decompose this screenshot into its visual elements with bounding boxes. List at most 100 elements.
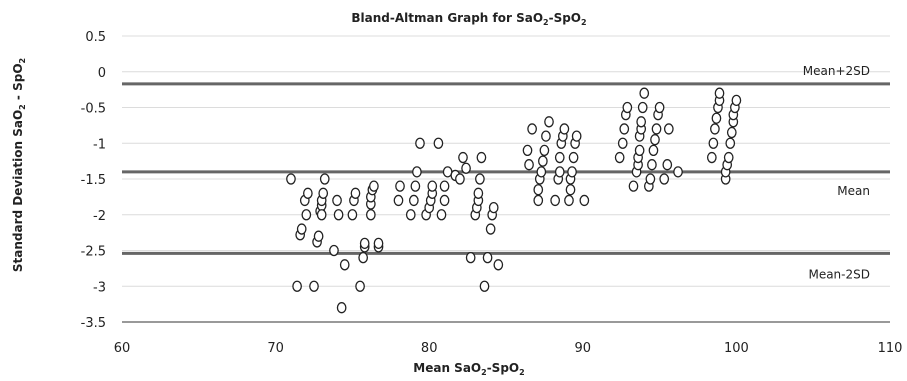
- x-tick-label: 80: [421, 341, 438, 356]
- data-point: [654, 101, 665, 114]
- data-point: [309, 280, 319, 292]
- data-point: [369, 180, 379, 192]
- data-point: [706, 151, 717, 164]
- data-point: [522, 144, 533, 157]
- y-axis-ticks: 0.5 0 -0.5 -1 -1.5 -2 -2.5 -3 -3.5: [81, 30, 106, 331]
- data-point: [711, 112, 722, 124]
- data-point: [439, 180, 450, 192]
- data-point: [544, 116, 554, 128]
- data-point: [637, 101, 648, 114]
- data-point: [645, 173, 656, 185]
- data-point: [339, 259, 350, 271]
- data-point: [559, 123, 570, 135]
- data-point: [485, 223, 496, 235]
- data-point: [332, 194, 342, 207]
- data-point: [408, 194, 419, 207]
- x-tick-label: 110: [878, 341, 903, 356]
- data-point: [579, 194, 590, 207]
- data-point: [479, 280, 490, 292]
- data-point: [541, 130, 551, 142]
- x-axis-ticks: 60 70 80 90 100 110: [114, 341, 903, 356]
- data-point: [373, 237, 384, 250]
- y-tick-label: -1: [93, 137, 106, 152]
- data-point: [316, 209, 327, 221]
- data-point: [614, 151, 625, 164]
- y-tick-label: -1.5: [81, 173, 106, 188]
- data-point: [436, 209, 447, 221]
- data-point: [336, 302, 347, 314]
- data-point: [358, 251, 369, 264]
- data-point: [564, 194, 574, 207]
- reference-lines: Mean+2SD Mean Mean-2SD: [122, 64, 890, 281]
- y-tick-label: -3.5: [81, 316, 106, 331]
- data-point: [539, 144, 550, 157]
- data-point: [726, 126, 737, 139]
- data-point: [292, 280, 302, 292]
- data-point: [536, 166, 547, 178]
- data-point: [662, 159, 673, 171]
- reference-line-label: Mean: [837, 184, 870, 198]
- data-point: [350, 187, 361, 199]
- y-tick-label: -2: [93, 209, 106, 224]
- data-point: [319, 173, 330, 185]
- data-point: [461, 162, 471, 174]
- data-point: [465, 251, 476, 264]
- data-point: [410, 180, 421, 192]
- data-point: [568, 151, 579, 164]
- data-point: [347, 209, 358, 221]
- y-axis-title: Standard Deviation SaO2 - SpO2: [11, 58, 27, 272]
- data-point: [565, 184, 576, 196]
- data-point: [651, 123, 662, 135]
- data-point: [650, 134, 660, 146]
- data-point: [355, 280, 365, 292]
- data-point: [634, 144, 645, 157]
- y-tick-label: -2.5: [81, 245, 106, 260]
- data-point: [296, 223, 307, 235]
- x-tick-label: 100: [724, 341, 749, 356]
- data-point: [659, 173, 670, 185]
- data-point: [482, 251, 493, 264]
- data-point: [554, 151, 565, 164]
- data-point: [533, 194, 544, 207]
- data-point: [723, 151, 734, 164]
- data-point: [405, 209, 416, 221]
- data-point: [433, 137, 444, 149]
- chart-title: Bland-Altman Graph for SaO2-SpO2: [351, 11, 586, 27]
- data-point: [636, 116, 647, 128]
- data-point: [393, 194, 404, 207]
- data-point: [663, 123, 674, 135]
- data-point: [710, 123, 720, 135]
- data-point: [493, 259, 504, 271]
- y-tick-label: -0.5: [81, 102, 106, 117]
- reference-line-label: Mean+2SD: [803, 64, 870, 78]
- data-point: [458, 151, 468, 164]
- data-point: [628, 180, 639, 192]
- data-point: [359, 237, 370, 250]
- data-point: [365, 209, 376, 221]
- data-points: [286, 87, 742, 314]
- data-point: [708, 137, 719, 149]
- data-point: [427, 180, 438, 192]
- data-point: [550, 194, 561, 207]
- data-point: [318, 187, 329, 199]
- data-point: [412, 166, 422, 178]
- data-point: [488, 201, 499, 214]
- data-point: [647, 159, 657, 171]
- x-tick-label: 90: [575, 341, 592, 356]
- data-point: [617, 137, 628, 149]
- y-tick-label: 0.5: [85, 30, 106, 45]
- data-point: [439, 194, 450, 207]
- x-axis-title: Mean SaO2-SpO2: [413, 361, 524, 377]
- data-point: [571, 130, 582, 142]
- data-point: [619, 123, 630, 135]
- data-point: [533, 184, 544, 196]
- data-point: [639, 87, 650, 99]
- data-point: [524, 159, 534, 171]
- data-point: [731, 94, 742, 106]
- x-tick-label: 70: [267, 341, 284, 356]
- data-point: [455, 173, 465, 185]
- y-tick-label: 0: [98, 66, 106, 81]
- data-point: [313, 230, 324, 242]
- data-point: [303, 187, 313, 199]
